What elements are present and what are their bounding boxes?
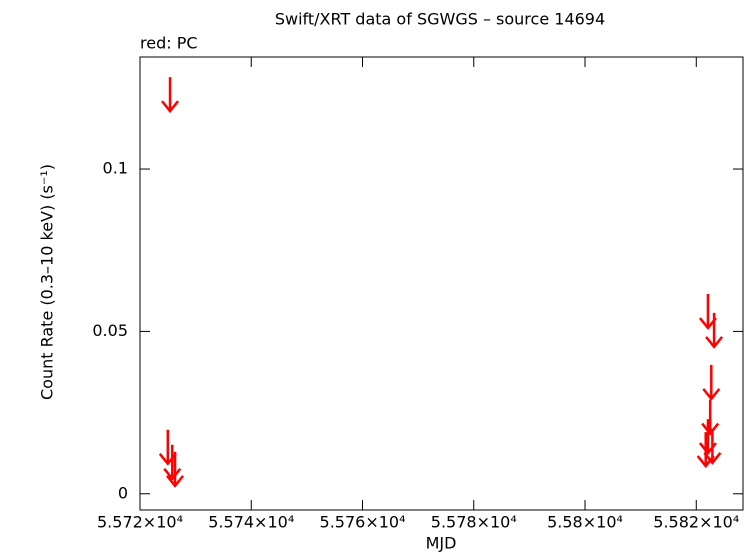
y-axis-label: Count Rate (0.3–10 keV) (s⁻¹) [38,164,57,400]
arrow-shape [701,399,720,436]
x-tick-label: 5.572×10⁴ [97,513,183,532]
upper-limit-arrow [702,364,721,401]
x-axis-label: MJD [426,534,457,553]
x-tick-label: 5.578×10⁴ [431,513,517,532]
y-tick-label: 0.05 [92,321,128,340]
upper-limit-arrow [705,312,724,349]
upper-limit-arrow [696,432,715,469]
legend-text: red: PC [140,34,198,53]
arrow-shape [705,312,724,349]
upper-limit-arrow [161,77,180,114]
y-tick-label: 0 [118,483,128,502]
x-tick-label: 5.574×10⁴ [208,513,294,532]
x-tick-label: 5.582×10⁴ [653,513,739,532]
arrow-shape [161,77,180,114]
arrow-shape [163,444,182,481]
arrow-shape [702,364,721,401]
x-tick-label: 5.576×10⁴ [320,513,406,532]
x-tick-label: 5.58×10⁴ [547,513,623,532]
y-tick-label: 0.1 [103,159,128,178]
upper-limit-arrow [166,451,185,488]
arrow-shape [696,432,715,469]
upper-limit-arrow [701,399,720,436]
chart-title: Swift/XRT data of SGWGS – source 14694 [275,10,605,29]
arrow-shape [166,451,185,488]
upper-limit-arrow [163,444,182,481]
plot-frame [139,56,744,511]
